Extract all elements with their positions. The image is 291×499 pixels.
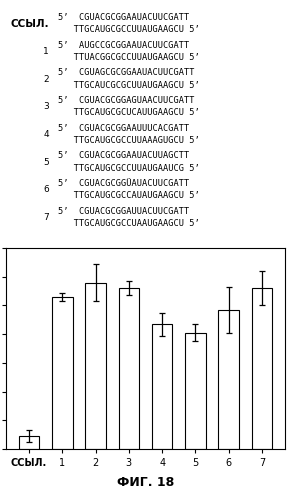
Text: 4: 4 bbox=[43, 130, 49, 139]
Bar bbox=[19, 436, 39, 449]
Text: 7: 7 bbox=[43, 213, 49, 222]
Text: 5’  CGUACGCGGAGUAACUUCGATT: 5’ CGUACGCGGAGUAACUUCGATT bbox=[58, 96, 194, 105]
Text: 5’  AUGCCGCGGAAUACUUCGATT: 5’ AUGCCGCGGAAUACUUCGATT bbox=[58, 41, 189, 50]
Text: 2: 2 bbox=[43, 74, 49, 84]
Text: 5’  CGUACGCGGÜAUACUUCGATT: 5’ CGUACGCGGÜAUACUUCGATT bbox=[58, 179, 189, 188]
Text: 5: 5 bbox=[43, 158, 49, 167]
Text: 5’  CGUACGCGGAUUACUUCGATT: 5’ CGUACGCGGAUUACUUCGATT bbox=[58, 207, 189, 216]
Text: TTUACGGCGCCUUAUGAAGCU 5’: TTUACGGCGCCUUAUGAAGCU 5’ bbox=[58, 53, 199, 62]
Text: TTGCAUCGCGCUUAUGAAGCU 5’: TTGCAUCGCGCUUAUGAAGCU 5’ bbox=[58, 81, 199, 90]
Text: ССЫЛ.: ССЫЛ. bbox=[10, 19, 49, 29]
Bar bbox=[118, 288, 139, 449]
Text: 5’  CGUACGCGGAAUACUUCGATT: 5’ CGUACGCGGAAUACUUCGATT bbox=[58, 13, 189, 22]
Text: 5’  CGUACGCGGAAUUUCACGATT: 5’ CGUACGCGGAAUUUCACGATT bbox=[58, 124, 189, 133]
Text: TTGCAUGCGCCAUAUGAAGCU 5’: TTGCAUGCGCCAUAUGAAGCU 5’ bbox=[58, 192, 199, 201]
Text: TTGCAUGCGCCUAAUGAAGCU 5’: TTGCAUGCGCCUAAUGAAGCU 5’ bbox=[58, 219, 199, 228]
Bar bbox=[52, 297, 72, 449]
Text: TTGCAUGCGCUCAUUGAAGCU 5’: TTGCAUGCGCUCAUUGAAGCU 5’ bbox=[58, 108, 199, 117]
Text: 3: 3 bbox=[43, 102, 49, 111]
Text: TTGCAUGCGCCUUAAAGUGCU 5’: TTGCAUGCGCCUUAAAGUGCU 5’ bbox=[58, 136, 199, 145]
X-axis label: ФИГ. 18: ФИГ. 18 bbox=[117, 477, 174, 490]
Text: TTGCAUGCGCCUUAUGAAGCU 5’: TTGCAUGCGCCUUAUGAAGCU 5’ bbox=[58, 25, 199, 34]
Bar bbox=[252, 288, 272, 449]
Bar bbox=[85, 282, 106, 449]
Text: 5’  CGUAGCGCGGAAUACUUCGATT: 5’ CGUAGCGCGGAAUACUUCGATT bbox=[58, 68, 194, 77]
Bar bbox=[219, 310, 239, 449]
Bar bbox=[152, 324, 173, 449]
Bar bbox=[185, 333, 206, 449]
Text: 6: 6 bbox=[43, 185, 49, 194]
Text: 1: 1 bbox=[43, 47, 49, 56]
Text: 5’  CGUACGCGGAAUACUUAGCTT: 5’ CGUACGCGGAAUACUUAGCTT bbox=[58, 151, 189, 160]
Text: TTGCAUGCGCCUUAUGAAUCG 5’: TTGCAUGCGCCUUAUGAAUCG 5’ bbox=[58, 164, 199, 173]
